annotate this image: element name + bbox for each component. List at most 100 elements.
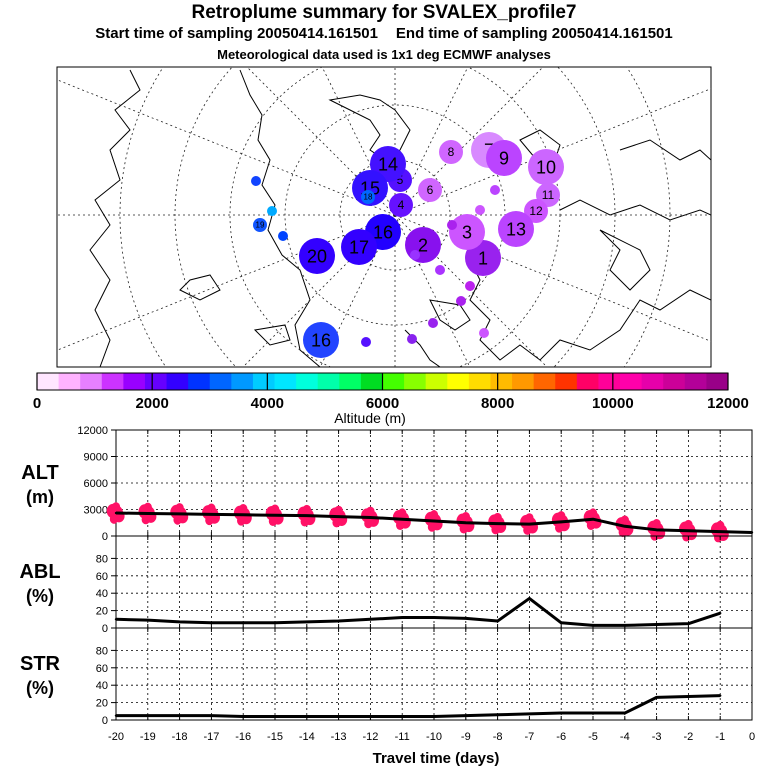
- panel-label: STR: [20, 653, 61, 675]
- colorbar-swatch: [231, 373, 254, 390]
- series-point: [623, 711, 626, 715]
- y-tick-label: 0: [102, 715, 108, 727]
- y-tick-label: 12000: [77, 425, 108, 437]
- series-point: [210, 621, 213, 624]
- plume-point: 4: [389, 193, 413, 217]
- particle-dot: [251, 176, 261, 186]
- particle-dot: [267, 206, 277, 216]
- plume-point: 19: [253, 218, 267, 232]
- plume-point-label: 11: [542, 188, 555, 202]
- plume-point-marker: [465, 240, 501, 276]
- colorbar-swatch: [490, 373, 513, 390]
- series-point: [432, 616, 436, 619]
- series-point: [655, 528, 658, 532]
- plume-point: 10: [528, 149, 564, 185]
- polar-map: 123456789101112131415161718192016: [56, 66, 712, 368]
- plume-point-label: 16: [311, 330, 331, 350]
- series-point: [687, 622, 690, 625]
- panel-str: 0 20 40 60 80 STR (%): [20, 627, 753, 727]
- series-point: [623, 525, 626, 528]
- series-point: [528, 597, 531, 600]
- plume-point: 12: [524, 199, 548, 223]
- x-tick-label: -16: [235, 731, 251, 743]
- plume-point: 13: [498, 211, 534, 247]
- series-point: [337, 619, 340, 623]
- sampling-times: Start time of sampling 20050414.161501 En…: [0, 25, 768, 42]
- y-tick-label: 0: [102, 531, 108, 543]
- series-point: [719, 612, 722, 615]
- plume-point-marker: [498, 211, 534, 247]
- plume-point-label: 8: [448, 145, 455, 159]
- series-point: [114, 511, 118, 515]
- series-point: [528, 522, 531, 526]
- colorbar-swatch: [468, 373, 491, 390]
- y-tick-label: 20: [96, 698, 108, 710]
- series-point: [337, 515, 340, 518]
- series-point: [369, 715, 372, 718]
- series-point: [273, 514, 277, 517]
- colorbar-swatch: [598, 373, 621, 390]
- y-tick-label: 80: [96, 553, 108, 565]
- plume-point-label: 9: [499, 148, 509, 168]
- plume-point-label: 13: [506, 219, 526, 239]
- plume-point-marker: [524, 199, 548, 223]
- x-tick-label: -5: [588, 731, 598, 743]
- panel-abl: 0 20 40 60 80 ABL (%): [19, 535, 753, 635]
- plume-point-label: 19: [256, 220, 265, 229]
- particle-dot: [475, 205, 485, 215]
- colorbar-swatch: [555, 373, 578, 390]
- x-tick-label: -8: [493, 731, 503, 743]
- particle-dot: [407, 334, 417, 344]
- x-tick-label: -10: [426, 731, 442, 743]
- x-tick-label: -17: [203, 731, 219, 743]
- colorbar-tick-label: 10000: [592, 395, 634, 412]
- series-point: [591, 711, 595, 715]
- plume-point-marker: [439, 140, 463, 164]
- plume-point-marker: [528, 149, 564, 185]
- colorbar-tick-label: 12000: [707, 395, 749, 412]
- plume-point: 1: [465, 240, 501, 276]
- colorbar-swatch: [144, 373, 168, 390]
- x-tick-label: -9: [461, 731, 471, 743]
- time-series-panels: 030006000900012000ALT(m)020406080ABL(%)0…: [19, 425, 755, 767]
- particle-dot: [410, 250, 420, 260]
- x-tick-label: -2: [684, 731, 694, 743]
- x-tick-label: -19: [140, 731, 156, 743]
- plume-point-label: 10: [536, 157, 556, 177]
- colorbar-swatch: [447, 373, 470, 390]
- colorbar-tick-label: 8000: [481, 395, 514, 412]
- series-point: [114, 618, 118, 621]
- x-tick-label: -3: [652, 731, 662, 743]
- colorbar-swatch: [58, 373, 81, 390]
- series-point: [146, 618, 149, 622]
- series-point: [528, 712, 531, 716]
- series-line: [115, 596, 721, 627]
- colorbar-swatch: [80, 373, 103, 390]
- series-point: [464, 617, 467, 620]
- end-time-label: End time of sampling 20050414.161501: [395, 25, 673, 42]
- plume-point-label: 3: [462, 222, 472, 242]
- series-point: [273, 715, 277, 718]
- colorbar-swatch: [576, 373, 599, 390]
- colorbar-tick-label: 4000: [251, 395, 284, 412]
- chart-title: Retroplume summary for SVALEX_profile7: [191, 2, 577, 23]
- series-point: [401, 616, 404, 619]
- colorbar-swatch: [382, 373, 405, 390]
- colorbar-swatch: [684, 373, 707, 390]
- plume-point-label: 2: [418, 235, 428, 255]
- particle-dot: [435, 265, 445, 275]
- x-tick-label: -12: [362, 731, 378, 743]
- series-point: [464, 714, 467, 717]
- series-point: [560, 520, 563, 524]
- series-point: [242, 621, 245, 624]
- particle-dot: [278, 231, 288, 241]
- series-point: [560, 621, 563, 624]
- plume-point-marker: [418, 178, 442, 202]
- plume-point: 18: [361, 190, 375, 204]
- series-point: [560, 711, 563, 715]
- series-point: [114, 714, 118, 717]
- series-point: [369, 618, 372, 621]
- particle-dot: [447, 220, 457, 230]
- colorbar-swatch: [425, 373, 448, 390]
- series-line: [116, 694, 721, 719]
